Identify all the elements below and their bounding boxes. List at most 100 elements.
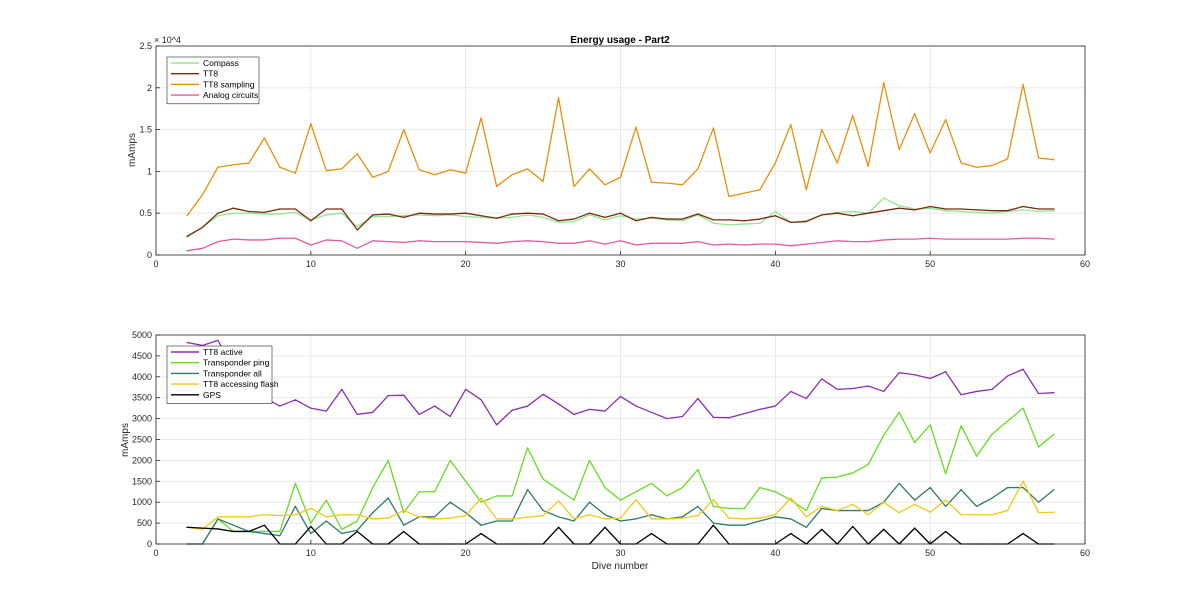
data-point-analog-circuits <box>1006 238 1009 240</box>
data-point-tt8-accessing-flash <box>449 517 451 519</box>
data-point-tt8-accessing-flash <box>279 514 281 517</box>
data-point-tt8-accessing-flash <box>666 518 668 520</box>
legend-label: Transponder ping <box>203 358 270 368</box>
data-point-tt8-accessing-flash <box>310 507 312 510</box>
data-point-transponder-ping <box>1022 407 1024 409</box>
x-tick-label: 50 <box>925 548 935 558</box>
data-point-transponder-all <box>542 509 544 512</box>
data-point-transponder-all <box>867 509 869 512</box>
data-point-tt8-accessing-flash <box>557 500 560 502</box>
data-point-analog-circuits <box>697 241 699 243</box>
data-point-transponder-all <box>294 505 296 507</box>
data-point-transponder-ping <box>263 530 265 533</box>
data-point-transponder-ping <box>449 459 451 461</box>
data-point-transponder-ping <box>759 486 761 489</box>
data-point-transponder-all <box>697 505 699 507</box>
x-tick-label: 50 <box>925 259 935 269</box>
data-point-tt8-accessing-flash <box>263 514 265 516</box>
y-tick-label: 2500 <box>132 435 152 445</box>
data-point-analog-circuits <box>310 244 312 246</box>
data-point-tt8-sampling <box>403 129 405 131</box>
data-point-transponder-ping <box>588 459 591 461</box>
data-point-transponder-all <box>1053 489 1055 491</box>
data-point-tt8-active <box>681 415 684 418</box>
data-point-tt8-active <box>650 411 653 413</box>
data-point-analog-circuits <box>960 238 962 240</box>
data-point-tt8-sampling <box>1022 83 1024 86</box>
data-point-compass <box>434 215 436 217</box>
x-tick-label: 20 <box>461 548 471 558</box>
data-point-tt8-sampling <box>728 195 730 198</box>
data-point-gps <box>883 528 885 530</box>
data-point-tt8 <box>836 212 838 214</box>
data-point-tt8 <box>821 214 823 216</box>
data-point-tt8 <box>573 218 575 220</box>
data-point-transponder-all <box>790 518 792 520</box>
data-point-analog-circuits <box>1037 237 1040 239</box>
data-point-tt8 <box>418 212 420 214</box>
x-tick-label: 40 <box>770 548 780 558</box>
legend-box <box>166 345 273 404</box>
y-tick-label: 2.5 <box>139 41 152 51</box>
data-point-transponder-all <box>325 520 327 522</box>
data-point-tt8-active <box>527 405 529 407</box>
y-tick-label: 2000 <box>132 455 152 465</box>
data-point-tt8-sampling <box>294 172 296 174</box>
data-point-transponder-ping <box>294 482 296 484</box>
data-point-tt8 <box>619 212 622 214</box>
data-point-tt8-active <box>774 405 776 407</box>
data-point-compass <box>945 210 947 212</box>
data-point-transponder-all <box>573 520 575 522</box>
data-point-tt8-accessing-flash <box>356 514 358 516</box>
data-point-transponder-ping <box>403 512 405 514</box>
data-point-tt8 <box>697 213 699 215</box>
data-point-tt8-sampling <box>557 97 560 99</box>
data-point-transponder-ping <box>914 441 916 444</box>
data-point-tt8-active <box>372 411 374 413</box>
data-point-compass <box>852 210 854 213</box>
data-point-tt8-active <box>619 395 622 398</box>
data-point-tt8-active <box>666 418 668 420</box>
data-point-tt8-active <box>573 413 575 416</box>
data-point-tt8-active <box>898 372 900 374</box>
data-point-transponder-ping <box>511 495 513 497</box>
top-chart-title: Energy usage - Part2 <box>570 35 670 46</box>
data-point-transponder-ping <box>573 499 575 501</box>
data-point-compass <box>356 225 358 228</box>
data-point-tt8 <box>774 215 776 217</box>
data-point-tt8 <box>666 218 668 220</box>
data-point-tt8-accessing-flash <box>201 528 204 530</box>
data-point-tt8-sampling <box>898 149 900 151</box>
data-point-transponder-all <box>976 505 978 507</box>
data-point-compass <box>557 221 560 223</box>
top-y-ticks: 0 0.5 1 1.5 2 2.5 <box>139 41 160 260</box>
data-point-tt8-sampling <box>945 118 947 121</box>
data-point-tt8 <box>1053 208 1055 210</box>
data-point-tt8 <box>263 211 265 213</box>
data-point-gps <box>790 532 792 535</box>
legend-label: TT8 sampling <box>203 79 255 89</box>
data-point-analog-circuits <box>976 238 978 240</box>
data-point-compass <box>712 222 715 224</box>
data-point-analog-circuits <box>898 238 900 240</box>
data-point-tt8-sampling <box>619 176 622 178</box>
data-point-compass <box>976 211 978 213</box>
data-point-tt8-active <box>697 397 699 400</box>
data-point-transponder-ping <box>480 501 482 503</box>
data-point-analog-circuits <box>635 244 637 246</box>
data-point-tt8 <box>712 219 715 221</box>
data-point-tt8-active <box>542 393 544 395</box>
data-point-transponder-all <box>960 489 962 491</box>
y-tick-label: 4500 <box>132 351 152 361</box>
data-point-tt8 <box>929 205 931 208</box>
data-point-tt8-accessing-flash <box>217 516 219 518</box>
data-point-analog-circuits <box>294 237 296 239</box>
data-point-analog-circuits <box>232 238 235 240</box>
data-point-analog-circuits <box>527 240 529 242</box>
data-point-transponder-all <box>821 507 823 510</box>
data-point-compass <box>573 220 575 223</box>
data-point-transponder-ping <box>619 499 622 501</box>
data-point-tt8-sampling <box>511 174 513 176</box>
data-point-tt8 <box>1022 205 1024 208</box>
data-point-compass <box>960 210 962 213</box>
